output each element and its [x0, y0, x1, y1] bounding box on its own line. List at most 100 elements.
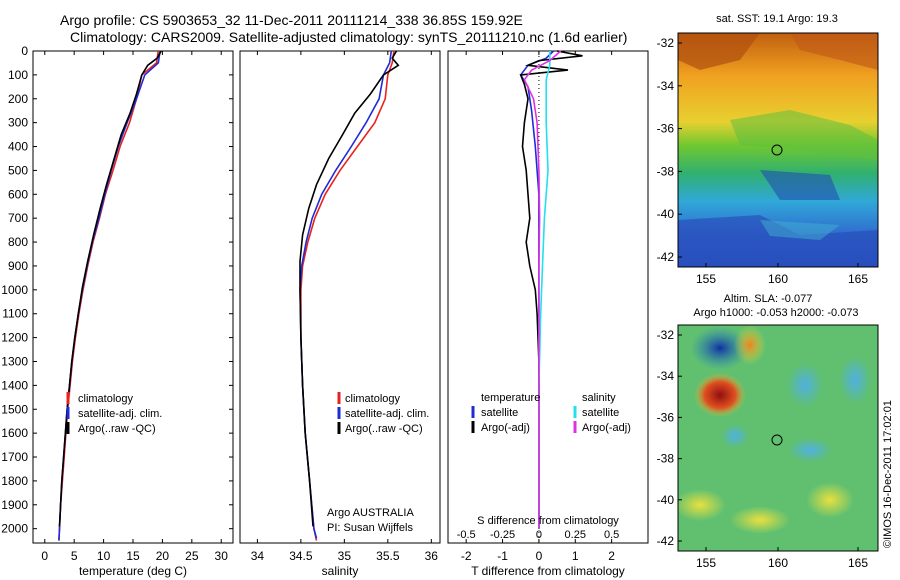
- argo-location-marker: [771, 434, 783, 446]
- map-x-tick-label: 165: [848, 272, 868, 286]
- s-diff-tick-label: 0: [536, 529, 542, 541]
- difference-x-label: T difference from climatology: [471, 564, 625, 578]
- legend-label-sat-s: satellite: [582, 407, 619, 419]
- depth-tick-label: 1300: [1, 354, 28, 368]
- x-tick-label: 10: [97, 549, 111, 563]
- map-y-tick-label: -32: [657, 36, 675, 50]
- x-tick-label: 5: [71, 549, 78, 563]
- legend-label-clim: climatology: [78, 393, 134, 405]
- series-line-argo-s: [523, 50, 562, 529]
- legend-title-temperature: temperature: [481, 392, 540, 404]
- x-tick-label: 0: [41, 549, 48, 563]
- argo-location-marker: [771, 144, 783, 156]
- legend-label-sat-t: satellite: [481, 407, 518, 419]
- map-y-tick-label: -42: [657, 250, 675, 264]
- x-tick-label: 20: [156, 549, 170, 563]
- series-line-argo-raw-qc: [58, 50, 162, 527]
- x-tick-label: 35.5: [376, 549, 400, 563]
- map-y-tick-label: -34: [657, 369, 675, 383]
- s-diff-tick-label: -0.25: [490, 529, 515, 541]
- temperature-plot-frame: [32, 50, 234, 544]
- depth-tick-label: 1500: [1, 402, 28, 416]
- x-tick-label: 34.5: [289, 549, 313, 563]
- depth-tick-label: 100: [8, 68, 28, 82]
- series-line-satellite-s: [538, 51, 551, 529]
- x-tick-label: 36: [425, 549, 439, 563]
- sst-map-title: sat. SST: 19.1 Argo: 19.3: [716, 13, 838, 25]
- copyright-timestamp: ©IMOS 16-Dec-2011 17:02:01: [882, 400, 894, 548]
- x-tick-label: 15: [126, 549, 140, 563]
- legend-label-sat: satellite-adj. clim.: [78, 408, 162, 420]
- legend-title-salinity: salinity: [582, 392, 616, 404]
- depth-tick-label: 1700: [1, 450, 28, 464]
- depth-tick-label: 1600: [1, 426, 28, 440]
- temperature-x-label: temperature (deg C): [79, 564, 187, 578]
- x-tick-label: 1: [572, 549, 579, 563]
- x-tick-label: -1: [497, 549, 508, 563]
- depth-tick-label: 900: [8, 259, 28, 273]
- map-x-tick-label: 160: [768, 272, 788, 286]
- legend-label-argo-s: Argo(-adj): [582, 422, 631, 434]
- x-tick-label: 0: [536, 549, 543, 563]
- sla-map-panel: Altim. SLA: -0.077 Argo h1000: -0.053 h2…: [657, 293, 879, 570]
- x-tick-label: 34: [251, 549, 265, 563]
- sla-map-title-1: Altim. SLA: -0.077: [724, 293, 813, 305]
- difference-plot-frame: [447, 50, 649, 544]
- map-y-tick-label: -42: [657, 534, 675, 548]
- depth-tick-label: 1800: [1, 474, 28, 488]
- map-y-tick-label: -32: [657, 328, 675, 342]
- temperature-x-axis: 0 5 10 15 20 25 30: [41, 51, 228, 563]
- map-y-tick-label: -36: [657, 122, 675, 136]
- s-diff-tick-label: 0.5: [604, 529, 619, 541]
- temperature-series: [58, 50, 162, 541]
- difference-series: [519, 50, 583, 529]
- depth-tick-label: 600: [8, 187, 28, 201]
- x-tick-label: 35: [338, 549, 352, 563]
- legend-label-argo-t: Argo(-adj): [481, 422, 530, 434]
- depth-tick-label: 400: [8, 140, 28, 154]
- sla-map-axes: 155 160 165 -32 -34 -36 -38 -40 -42: [657, 328, 869, 570]
- depth-tick-label: 2000: [1, 522, 28, 536]
- legend-label-sat: satellite-adj. clim.: [345, 408, 429, 420]
- depth-tick-label: 500: [8, 163, 28, 177]
- salinity-legend: climatology satellite-adj. clim. Argo(..…: [337, 392, 429, 435]
- argo-program-note: Argo AUSTRALIA: [327, 507, 414, 519]
- s-diff-tick-label: 0.25: [565, 529, 586, 541]
- map-y-tick-label: -38: [657, 452, 675, 466]
- map-y-tick-label: -40: [657, 493, 675, 507]
- legend-label-clim: climatology: [345, 393, 401, 405]
- title-line-2: Climatology: CARS2009. Satellite-adjuste…: [70, 29, 628, 45]
- x-tick-label: -2: [461, 549, 472, 563]
- map-y-tick-label: -34: [657, 79, 675, 93]
- depth-tick-label: 1100: [2, 307, 28, 321]
- depth-tick-label: 300: [8, 116, 28, 130]
- sst-map-panel: sat. SST: 19.1 Argo: 19.3 155 160 165 -32 -3…: [657, 13, 879, 286]
- map-y-tick-label: -40: [657, 207, 675, 221]
- map-y-tick-label: -36: [657, 410, 675, 424]
- depth-tick-label: 1400: [1, 378, 28, 392]
- difference-legend: temperature satellite Argo(-adj) salinit…: [471, 392, 631, 434]
- salinity-x-label: salinity: [322, 564, 359, 578]
- salinity-panel: 34 34.5 35 35.5 36 climatology satellite-adj…: [239, 50, 441, 578]
- s-difference-label: S difference from climatology: [477, 515, 619, 527]
- pi-note: PI: Susan Wijffels: [327, 522, 413, 534]
- x-tick-label: 2: [608, 549, 615, 563]
- legend-label-argo: Argo(..raw -QC): [345, 423, 423, 435]
- salinity-x-axis: 34 34.5 35 35.5 36: [251, 51, 439, 563]
- depth-tick-label: 1000: [1, 283, 28, 297]
- depth-tick-label: 1200: [1, 331, 28, 345]
- s-diff-tick-label: -0.5: [457, 529, 476, 541]
- temperature-legend: climatology satellite-adj. clim. Argo(..…: [66, 392, 162, 435]
- salinity-plot-frame: [239, 50, 441, 544]
- map-x-tick-label: 155: [696, 556, 716, 570]
- s-difference-ticks: -0.5 -0.25 0 0.25 0.5: [457, 529, 620, 541]
- map-x-tick-label: 165: [848, 556, 868, 570]
- depth-tick-label: 700: [8, 211, 28, 225]
- depth-tick-label: 1900: [1, 498, 28, 512]
- difference-x-axis: -2 -1 0 1 2: [461, 51, 615, 563]
- series-line-argo-raw-qc: [299, 50, 400, 527]
- depth-tick-label: 800: [8, 235, 28, 249]
- sla-map-title-2: Argo h1000: -0.053 h2000: -0.073: [693, 307, 858, 319]
- legend-label-argo: Argo(..raw -QC): [78, 423, 156, 435]
